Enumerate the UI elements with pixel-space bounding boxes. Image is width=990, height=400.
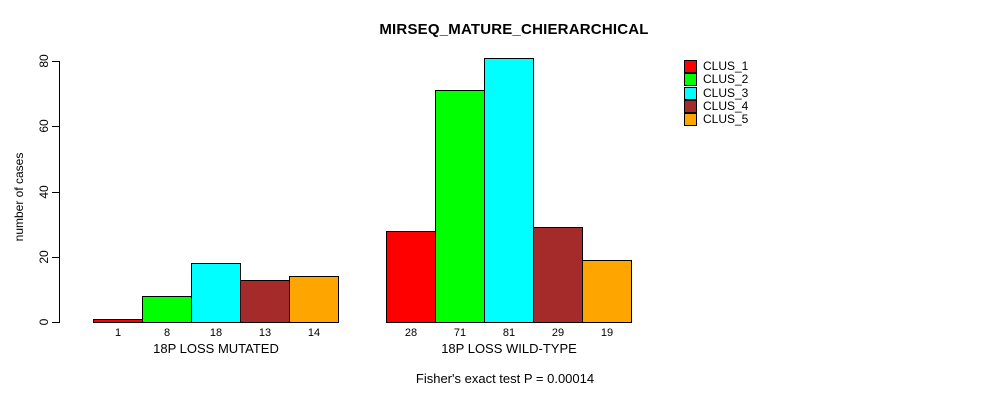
legend-swatch-icon <box>684 113 697 126</box>
legend-label: CLUS_1 <box>703 59 749 73</box>
legend-label: CLUS_3 <box>703 86 749 100</box>
legend-label: CLUS_2 <box>703 72 749 86</box>
y-axis-tick-label: 20 <box>37 250 51 264</box>
bar-clus_2-group1 <box>142 296 192 323</box>
y-axis-tick-label: 40 <box>37 185 51 199</box>
legend-swatch-icon <box>684 60 697 73</box>
y-axis-tick-label: 60 <box>37 119 51 133</box>
x-axis-group-label: 18P LOSS WILD-TYPE <box>441 341 577 356</box>
legend-label: CLUS_5 <box>703 112 749 126</box>
bar-value-label: 18 <box>209 327 223 339</box>
fisher-test-annotation: Fisher's exact test P = 0.00014 <box>415 371 595 386</box>
bar-clus_2-group2 <box>435 90 485 323</box>
bar-value-label: 1 <box>114 327 122 339</box>
bar-clus_1-group1 <box>93 319 143 323</box>
y-axis-tick-label: 0 <box>37 318 51 326</box>
x-axis-group-label: 18P LOSS MUTATED <box>153 341 279 356</box>
y-axis-tick <box>52 192 59 193</box>
y-axis-tick <box>52 126 59 127</box>
legend-label: CLUS_4 <box>703 99 749 113</box>
bar-value-label: 19 <box>600 327 614 339</box>
bar-clus_3-group2 <box>484 58 534 323</box>
bar-value-label: 81 <box>502 327 516 339</box>
bar-clus_3-group1 <box>191 263 241 323</box>
bar-clus_4-group2 <box>533 227 583 323</box>
bar-clus_5-group2 <box>582 260 632 323</box>
bar-clus_5-group1 <box>289 276 339 323</box>
bar-value-label: 28 <box>404 327 418 339</box>
bar-value-label: 14 <box>307 327 321 339</box>
y-axis-tick-label: 80 <box>37 54 51 68</box>
legend-swatch-icon <box>684 100 697 113</box>
bar-clus_1-group2 <box>386 231 436 323</box>
bar-clus_4-group1 <box>240 280 290 323</box>
legend-swatch-icon <box>684 87 697 100</box>
y-axis-tick <box>52 322 59 323</box>
bar-value-label: 13 <box>258 327 272 339</box>
chart-title: MIRSEQ_MATURE_CHIERARCHICAL <box>379 21 649 38</box>
bar-value-label: 29 <box>551 327 565 339</box>
y-axis-tick <box>52 257 59 258</box>
legend-swatch-icon <box>684 73 697 86</box>
bar-value-label: 8 <box>163 327 171 339</box>
y-axis-tick <box>52 61 59 62</box>
y-axis-line <box>59 61 60 323</box>
bar-value-label: 71 <box>453 327 467 339</box>
